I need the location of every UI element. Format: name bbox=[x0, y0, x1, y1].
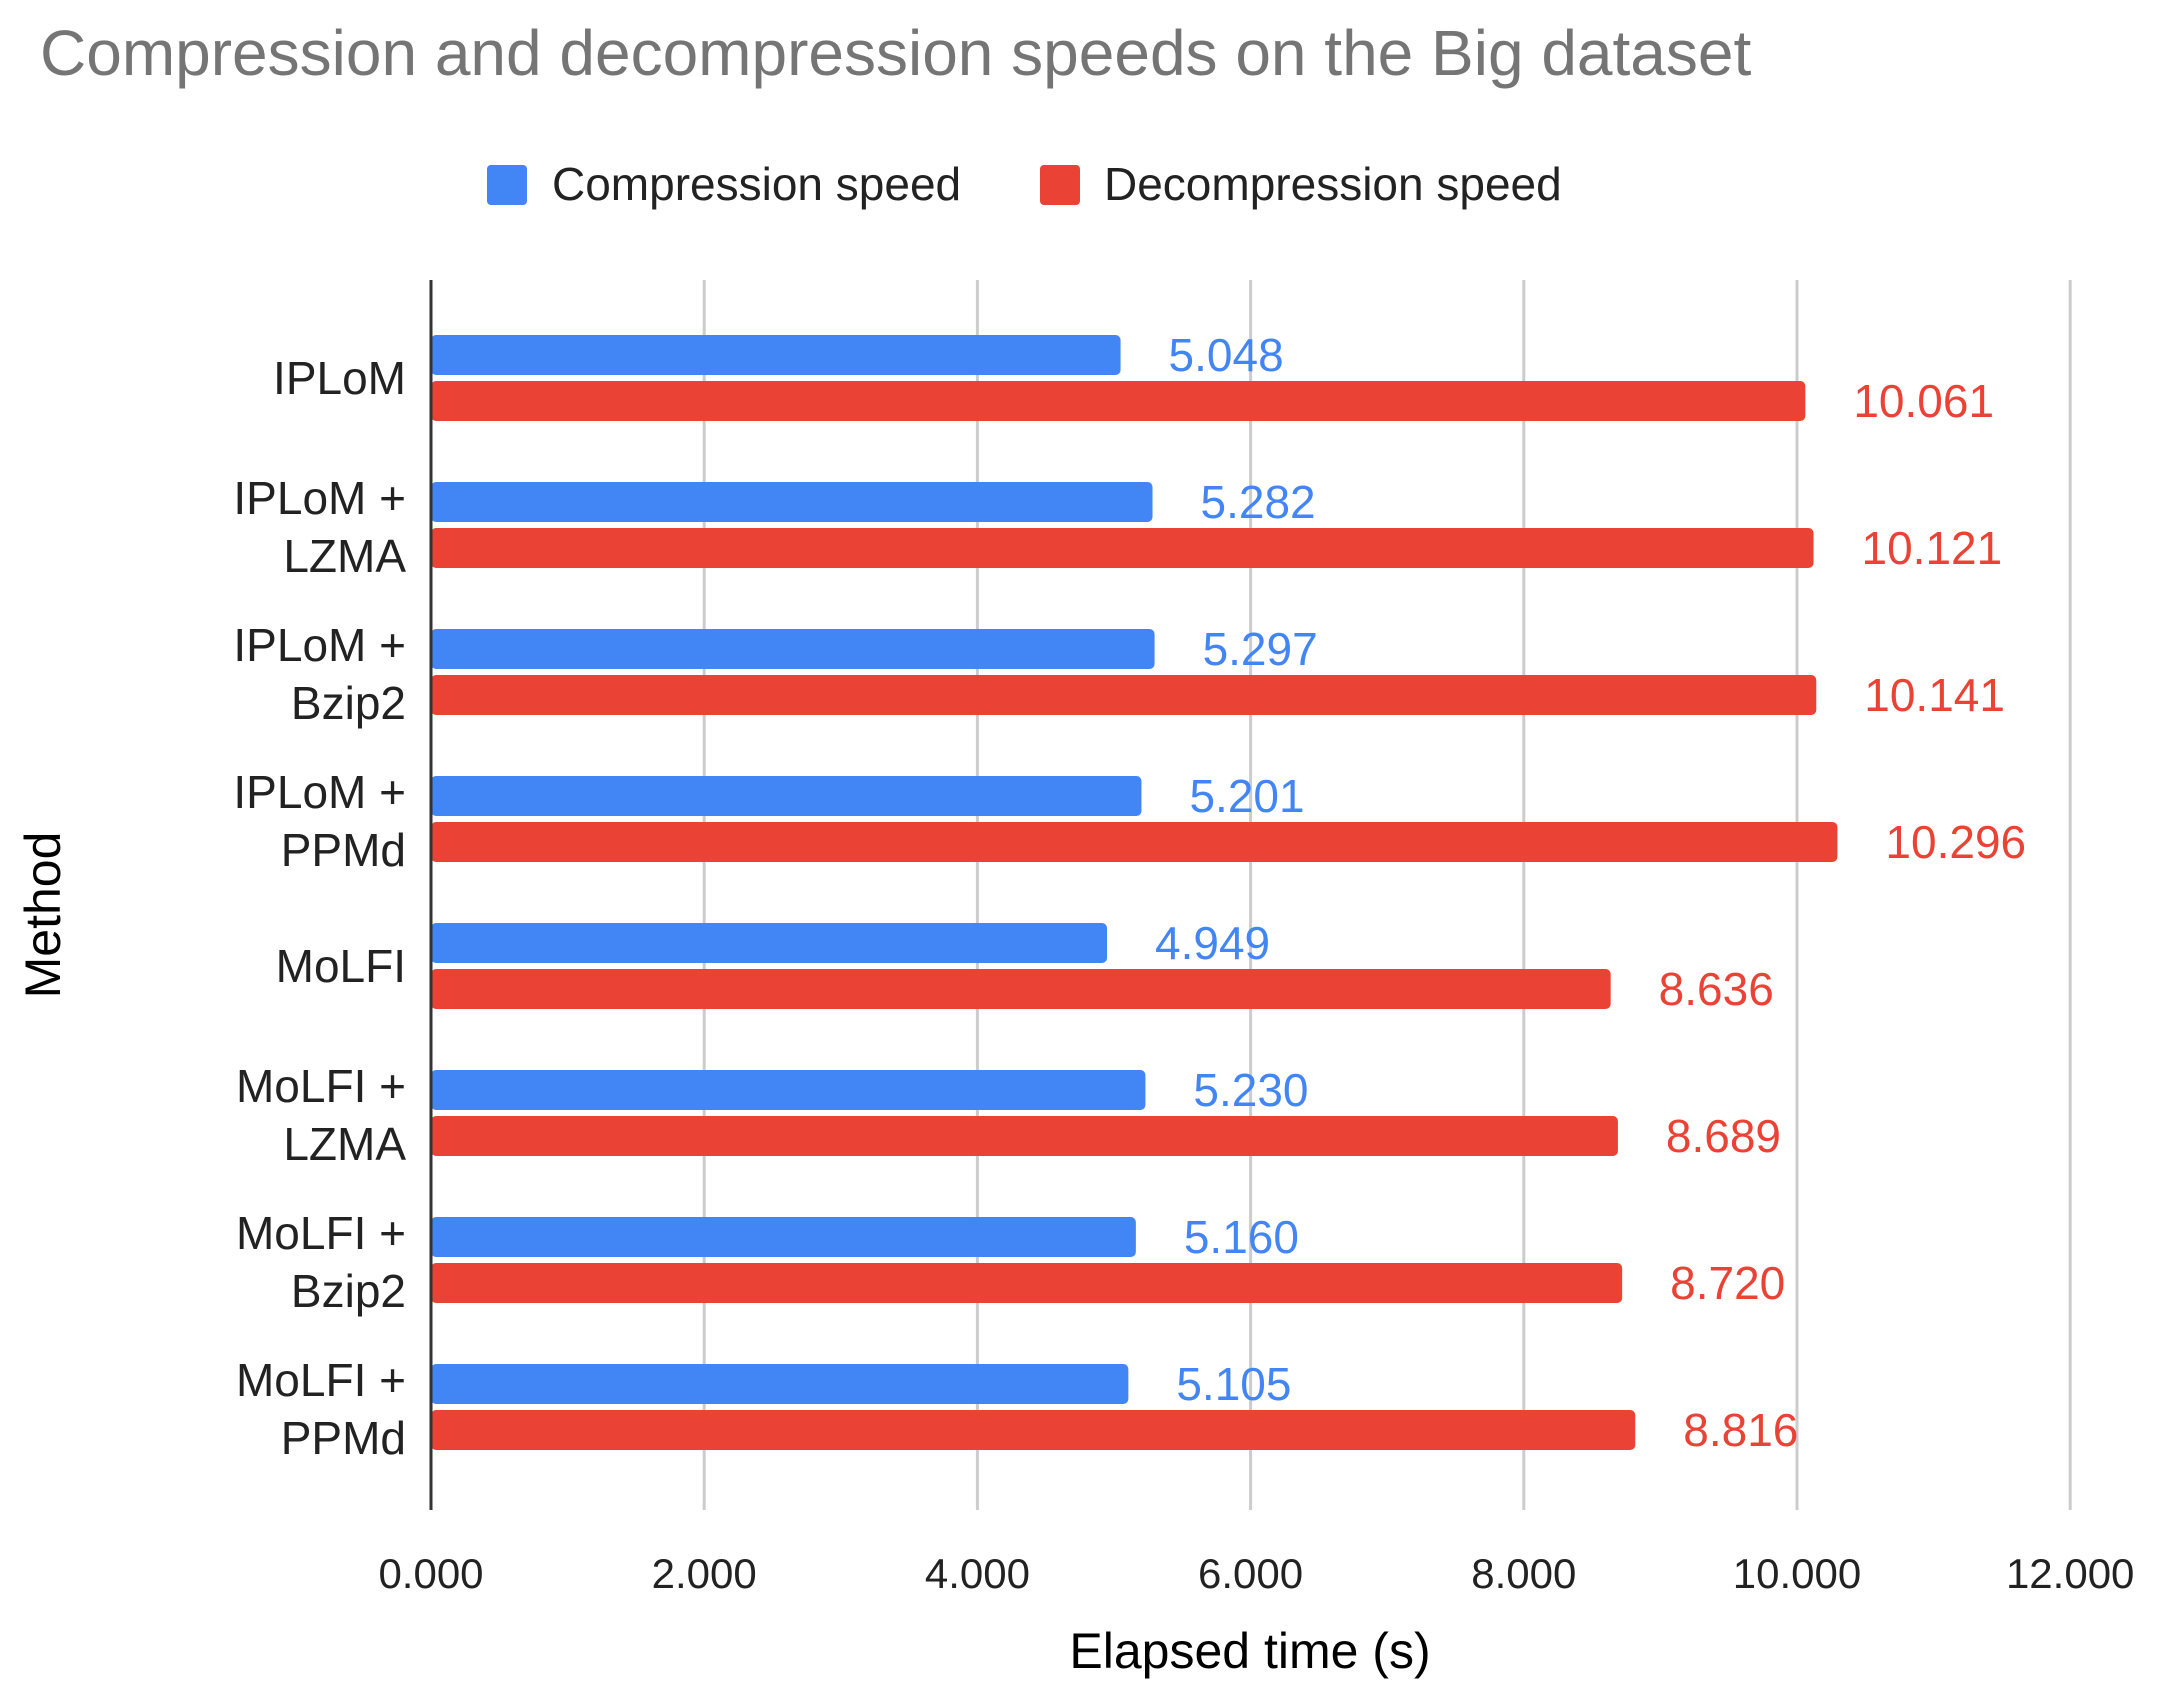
category-label-0: IPLoM bbox=[273, 352, 406, 404]
category-label-line-2-0: IPLoM + bbox=[233, 619, 406, 671]
category-label-line-6-0: MoLFI + bbox=[236, 1207, 406, 1259]
bar-1-4 bbox=[431, 969, 1611, 1009]
data-label-0-6: 5.160 bbox=[1184, 1211, 1299, 1263]
legend-swatch-1 bbox=[1040, 165, 1080, 205]
x-tick-label-1: 2.000 bbox=[652, 1550, 757, 1597]
x-tick-labels: 0.000 2.000 4.000 6.000 8.000 10.000 12.000 bbox=[378, 1550, 2134, 1597]
x-tick-label-3: 6.000 bbox=[1198, 1550, 1303, 1597]
category-label-4: MoLFI bbox=[276, 940, 406, 992]
x-axis-title: Elapsed time (s) bbox=[1069, 1623, 1430, 1679]
y-axis-title: Method bbox=[15, 832, 71, 999]
category-label-3: IPLoM + PPMd bbox=[233, 766, 406, 876]
category-label-line-6-1: Bzip2 bbox=[291, 1265, 406, 1317]
data-label-0-2: 5.297 bbox=[1203, 623, 1318, 675]
data-label-1-5: 8.689 bbox=[1666, 1110, 1781, 1162]
legend-label-0: Compression speed bbox=[552, 158, 961, 210]
bar-0-3 bbox=[431, 776, 1142, 816]
bar-1-2 bbox=[431, 675, 1817, 715]
data-label-0-5: 5.230 bbox=[1193, 1064, 1308, 1116]
category-label-7: MoLFI + PPMd bbox=[236, 1354, 406, 1464]
x-tick-label-0: 0.000 bbox=[378, 1550, 483, 1597]
gridlines bbox=[702, 280, 2072, 1510]
legend-swatch-0 bbox=[487, 165, 527, 205]
bar-1-1 bbox=[431, 528, 1814, 568]
data-label-0-0: 5.048 bbox=[1169, 329, 1284, 381]
x-tick-label-6: 12.000 bbox=[2006, 1550, 2134, 1597]
bar-0-6 bbox=[431, 1217, 1136, 1257]
category-label-line-3-0: IPLoM + bbox=[233, 766, 406, 818]
category-label-line-1-1: LZMA bbox=[283, 530, 406, 582]
data-label-0-1: 5.282 bbox=[1201, 476, 1316, 528]
data-label-0-3: 5.201 bbox=[1189, 770, 1304, 822]
bar-0-0 bbox=[431, 335, 1121, 375]
data-label-1-0: 10.061 bbox=[1853, 375, 1994, 427]
legend: Compression speed Decompression speed bbox=[487, 158, 1562, 210]
data-label-1-7: 8.816 bbox=[1683, 1404, 1798, 1456]
bar-0-5 bbox=[431, 1070, 1146, 1110]
bar-0-7 bbox=[431, 1364, 1129, 1404]
bar-0-4 bbox=[431, 923, 1108, 963]
category-label-line-5-1: LZMA bbox=[283, 1118, 406, 1170]
x-tick-label-5: 10.000 bbox=[1733, 1550, 1861, 1597]
bar-0-1 bbox=[431, 482, 1153, 522]
category-label-line-3-1: PPMd bbox=[281, 824, 406, 876]
bars: 5.048 10.061 5.282 10.121 5.297 10.141 5.201 10… bbox=[431, 329, 2026, 1456]
category-label-5: MoLFI + LZMA bbox=[236, 1060, 406, 1170]
bar-1-6 bbox=[431, 1263, 1623, 1303]
data-label-1-1: 10.121 bbox=[1862, 522, 2003, 574]
category-label-line-2-1: Bzip2 bbox=[291, 677, 406, 729]
category-label-line-7-1: PPMd bbox=[281, 1412, 406, 1464]
bar-1-5 bbox=[431, 1116, 1618, 1156]
data-label-1-4: 8.636 bbox=[1659, 963, 1774, 1015]
category-label-1: IPLoM + LZMA bbox=[233, 472, 406, 582]
data-label-1-2: 10.141 bbox=[1864, 669, 2005, 721]
chart-title: Compression and decompression speeds on … bbox=[40, 17, 1751, 89]
category-label-2: IPLoM + Bzip2 bbox=[233, 619, 406, 729]
bar-0-2 bbox=[431, 629, 1155, 669]
bar-1-7 bbox=[431, 1410, 1636, 1450]
bar-1-0 bbox=[431, 381, 1806, 421]
category-label-line-5-0: MoLFI + bbox=[236, 1060, 406, 1112]
data-label-1-6: 8.720 bbox=[1670, 1257, 1785, 1309]
data-label-1-3: 10.296 bbox=[1885, 816, 2026, 868]
category-label-6: MoLFI + Bzip2 bbox=[236, 1207, 406, 1317]
x-tick-label-2: 4.000 bbox=[925, 1550, 1030, 1597]
data-label-0-4: 4.949 bbox=[1155, 917, 1270, 969]
data-label-0-7: 5.105 bbox=[1176, 1358, 1291, 1410]
category-label-line-7-0: MoLFI + bbox=[236, 1354, 406, 1406]
category-label-line-1-0: IPLoM + bbox=[233, 472, 406, 524]
x-tick-label-4: 8.000 bbox=[1471, 1550, 1576, 1597]
legend-label-1: Decompression speed bbox=[1104, 158, 1562, 210]
bar-1-3 bbox=[431, 822, 1838, 862]
